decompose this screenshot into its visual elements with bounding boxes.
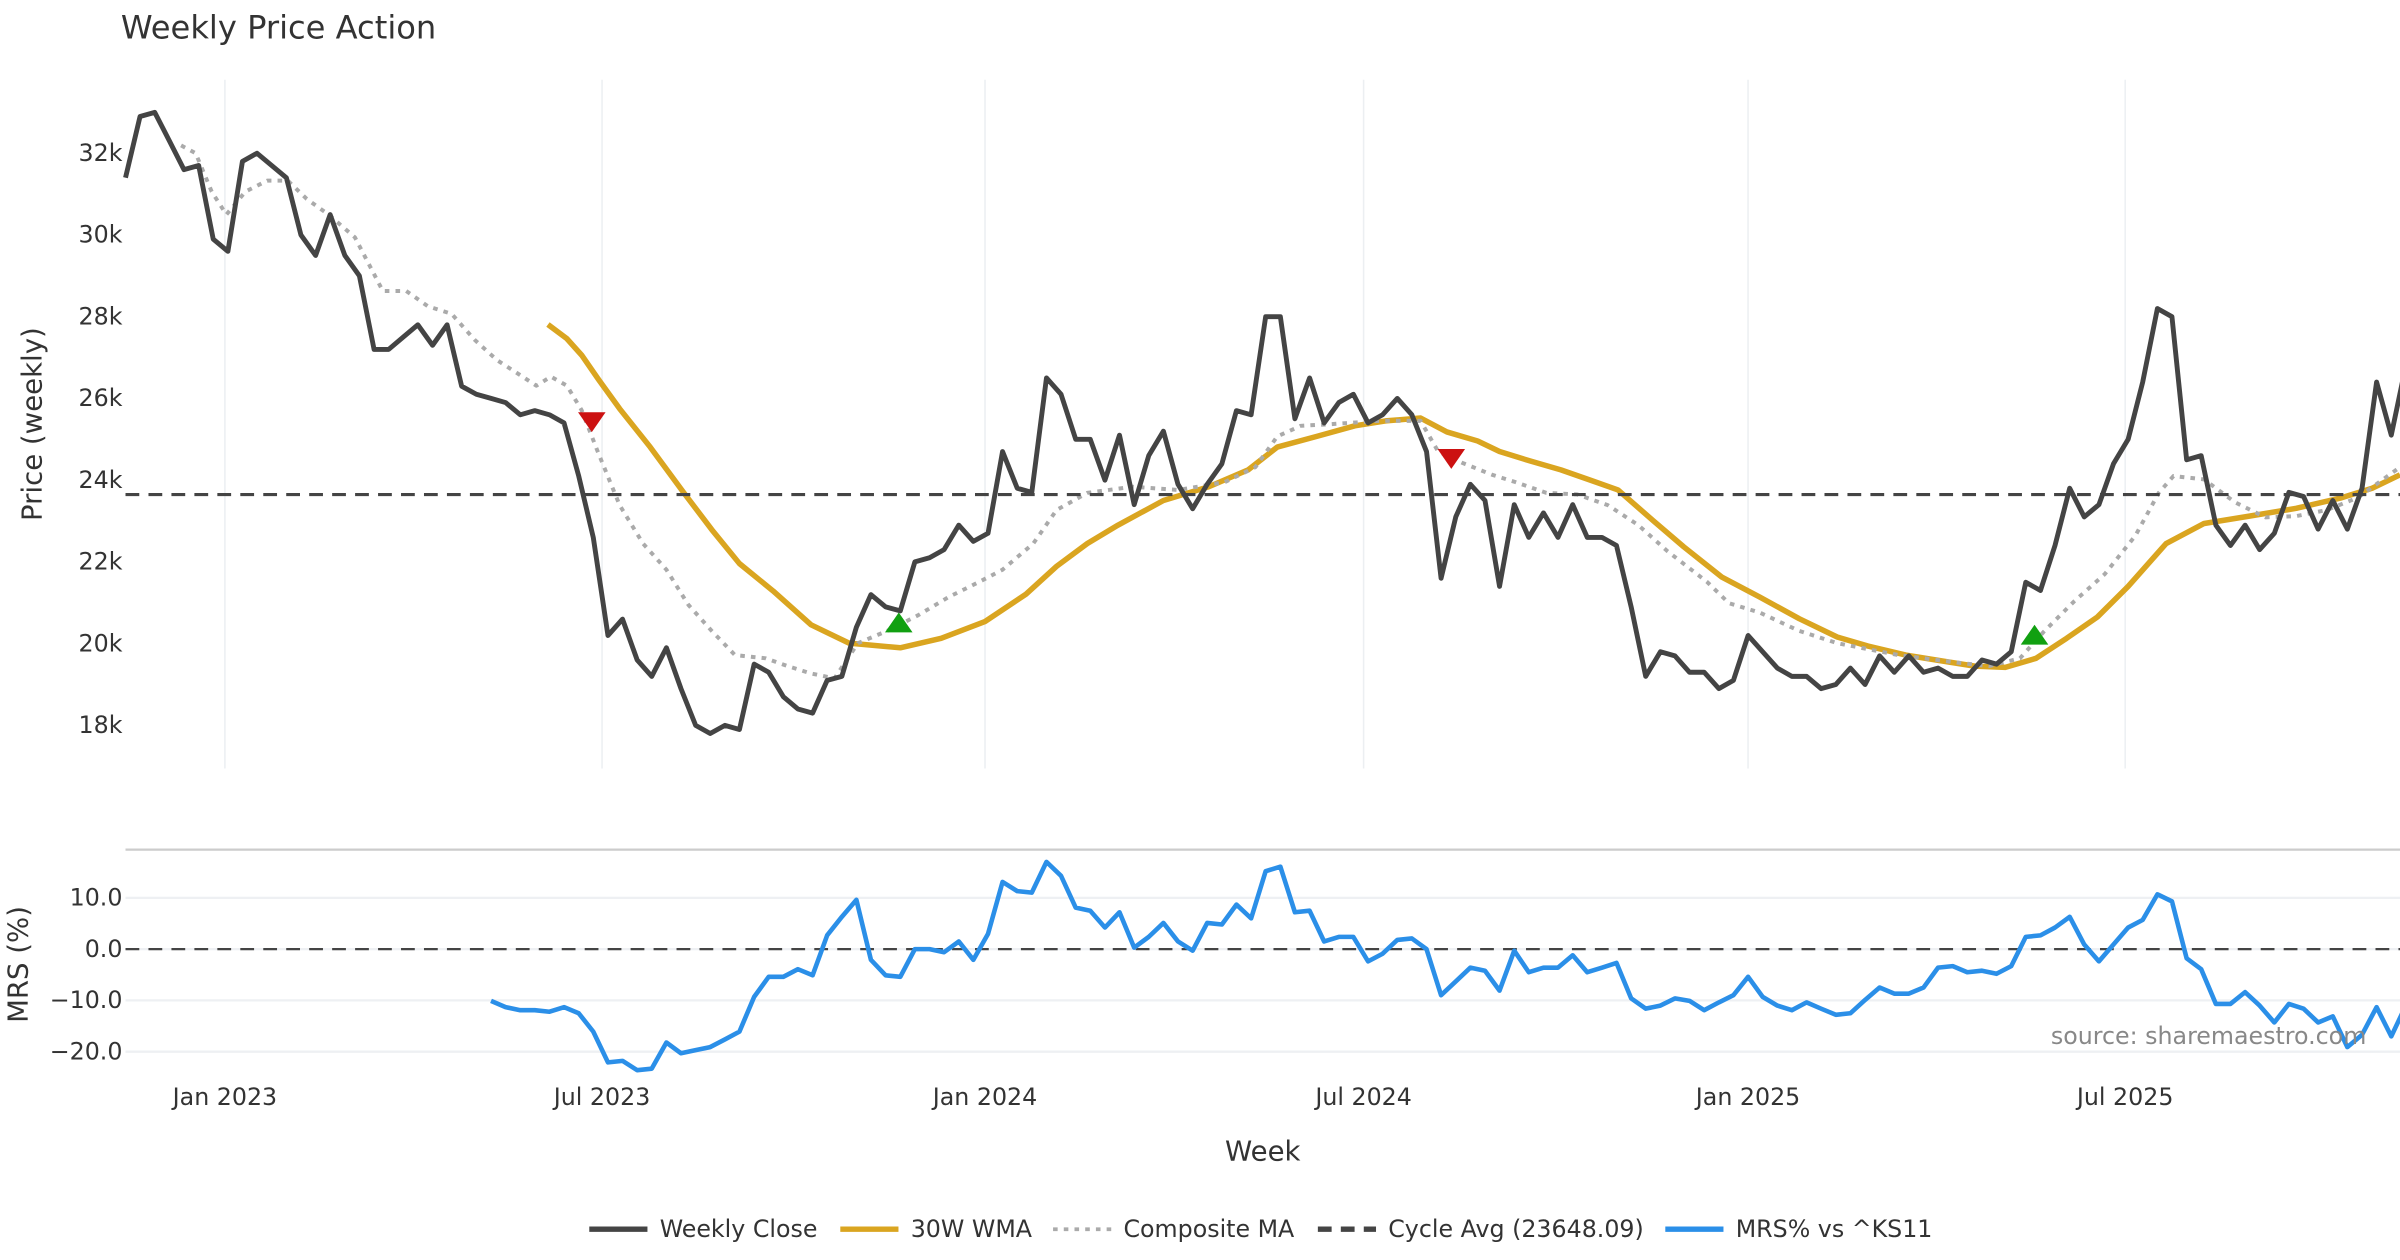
price-y-ticks: 18k 20k 22k 24k 26k 28k 30k 32k — [79, 139, 123, 739]
price-y-tick-label: 22k — [79, 548, 123, 576]
price-gridlines — [224, 79, 2126, 769]
mrs-y-axis-label: MRS (%) — [3, 906, 35, 1023]
buy-signal-triangle — [884, 612, 913, 633]
x-tick-label: Jul 2025 — [2075, 1083, 2174, 1111]
legend-label: 30W WMA — [911, 1215, 1033, 1243]
legend-item: MRS% vs ^KS11 — [1665, 1215, 1932, 1243]
mrs-line — [490, 859, 2400, 1073]
price-y-tick-label: 28k — [79, 302, 123, 330]
legend-label: Weekly Close — [660, 1215, 818, 1243]
price-series — [123, 109, 2400, 736]
buy-signal-triangle — [2020, 624, 2049, 645]
legend: Weekly Close 30W WMA Composite MA Cycle Avg… — [589, 1215, 1932, 1243]
source-annotation: source: sharemaestro.com — [2051, 1022, 2366, 1050]
x-tick-label: Jul 2024 — [1313, 1083, 1412, 1111]
price-y-tick-label: 32k — [79, 139, 123, 167]
mrs-y-tick-label: 0.0 — [85, 935, 123, 963]
x-tick-label: Jan 2024 — [931, 1083, 1037, 1111]
x-tick-label: Jul 2023 — [552, 1083, 651, 1111]
legend-item: Composite MA — [1053, 1215, 1295, 1243]
composite-ma-line — [180, 143, 2400, 681]
price-y-tick-label: 24k — [79, 466, 123, 494]
legend-label: Cycle Avg (23648.09) — [1388, 1215, 1644, 1243]
signal-markers — [578, 412, 2049, 645]
chart-title: Weekly Price Action — [121, 8, 436, 46]
sell-signal-triangle — [1437, 449, 1466, 469]
x-axis-ticks: Jan 2023 Jul 2023 Jan 2024 Jul 2024 Jan 2025… — [171, 1083, 2174, 1111]
sell-signal-triangle — [578, 412, 606, 433]
price-y-tick-label: 26k — [79, 384, 123, 412]
30w-wma-line — [546, 322, 2400, 671]
mrs-series — [490, 859, 2400, 1073]
x-axis-label: Week — [1225, 1135, 1301, 1167]
price-y-tick-label: 18k — [79, 711, 123, 739]
mrs-y-tick-label: −10.0 — [50, 986, 123, 1014]
x-tick-label: Jan 2025 — [1694, 1083, 1800, 1111]
legend-item: 30W WMA — [840, 1215, 1033, 1243]
price-y-axis-label: Price (weekly) — [16, 327, 48, 521]
legend-label: Composite MA — [1123, 1215, 1295, 1243]
mrs-y-tick-label: −20.0 — [50, 1037, 123, 1065]
legend-label: MRS% vs ^KS11 — [1736, 1215, 1933, 1243]
weekly-close-line — [123, 109, 2400, 736]
legend-item: Cycle Avg (23648.09) — [1317, 1215, 1644, 1243]
mrs-y-ticks: 10.0 0.0 −10.0 −20.0 — [50, 884, 123, 1066]
x-tick-label: Jan 2023 — [171, 1083, 277, 1111]
price-y-tick-label: 20k — [79, 629, 123, 657]
legend-item: Weekly Close — [589, 1215, 817, 1243]
mrs-y-tick-label: 10.0 — [70, 884, 123, 912]
price-y-tick-label: 30k — [79, 221, 123, 249]
